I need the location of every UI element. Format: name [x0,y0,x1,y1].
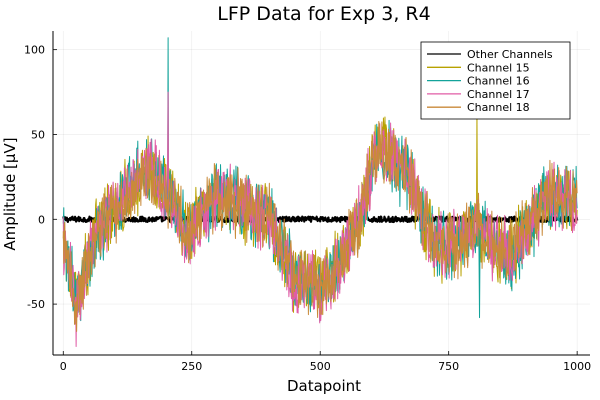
axes [52,31,590,356]
y-tick-label: 100 [24,44,45,57]
y-tick-label: 50 [31,128,45,141]
y-tick-label: -50 [27,298,45,311]
series-line-other-channels [62,215,579,224]
x-tick-label: 500 [310,360,331,373]
x-tick-label: 0 [60,360,67,373]
legend-label: Channel 16 [467,75,530,88]
tick-labels: 0 250 500 750 1000 -50 0 50 100 [24,44,591,373]
x-tick-label: 250 [181,360,202,373]
x-axis-label: Datapoint [287,377,361,395]
y-tick-label: 0 [38,213,45,226]
series-line-channel-18 [62,121,578,332]
chart-title: LFP Data for Exp 3, R4 [217,3,430,25]
x-tick-label: 750 [438,360,459,373]
legend-label: Channel 18 [467,101,530,114]
legend-label: Other Channels [467,48,553,61]
x-tick-label: 1000 [563,360,591,373]
legend-label: Channel 17 [467,88,530,101]
series-group [62,37,579,348]
legend-label: Channel 15 [467,61,530,74]
y-axis-label: Amplitude [µV] [1,137,19,250]
